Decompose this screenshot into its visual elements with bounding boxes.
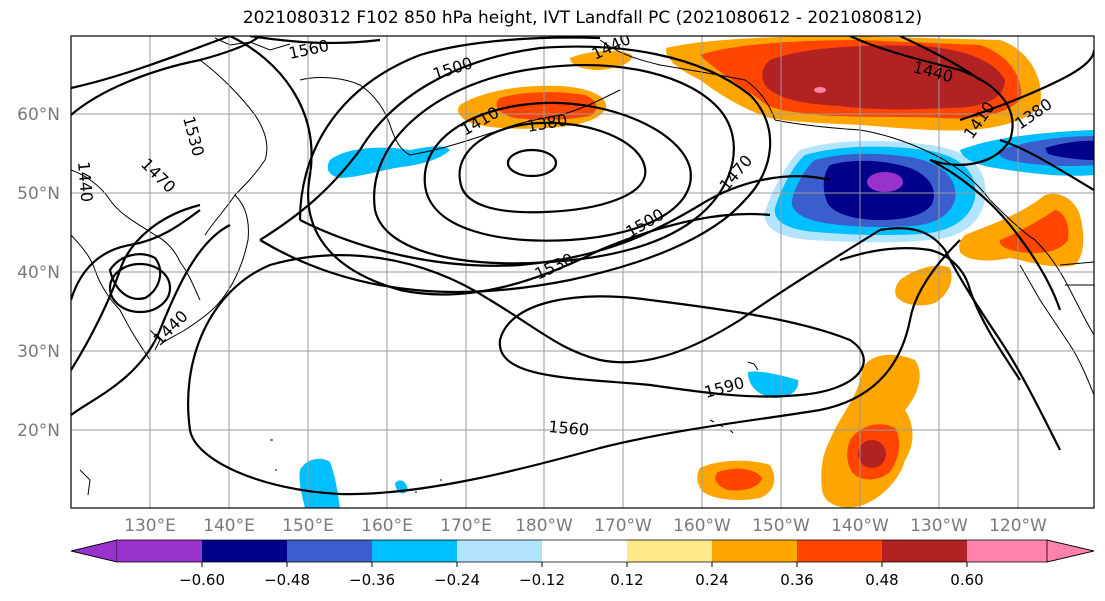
contour-1470-west [71,209,201,301]
height-contours [71,36,1094,496]
ivt-philippine-cyan [299,458,340,508]
lon-label: 170°E [440,516,492,536]
colorbar-segment [542,540,627,562]
colorbar-segment [882,540,967,562]
contour-1470-east [929,138,1094,311]
colorbar-extend-low [70,539,118,563]
colorbar-segment [967,540,1047,562]
contour-1530-south [71,224,231,416]
map-frame [70,35,1095,509]
lon-label: 140°E [203,516,255,536]
lon-label: 130°W [910,516,968,536]
ivt-okhotsk-cyan [327,146,450,178]
ivt-subtropic-red [715,468,762,491]
colorbar-tick-label: −0.12 [519,571,565,589]
contour-1440-west [108,262,172,314]
contour-1530 [71,36,771,296]
colorbar-ticks [201,562,968,567]
contour-label: 1560 [548,417,590,439]
contour-1440-north [373,64,735,265]
colorbar-segment [287,540,372,562]
lon-label: 160°E [361,516,413,536]
lon-label: 160°W [673,516,731,536]
lon-label: 120°W [989,516,1047,536]
colorbar-tick-label: 0.60 [950,571,983,589]
lat-label-30n: 30°N [17,342,60,362]
contour-1380-low [458,121,647,214]
contour-1380-east [959,49,1094,122]
ivt-hawaii-west-cyan [748,371,799,398]
lat-label-20n: 20°N [17,421,60,441]
colorbar-tick-label: 0.48 [865,571,898,589]
ivt-alaska-pink [814,87,826,93]
colorbar-tick-label: −0.36 [349,571,395,589]
contour-1440-east [899,36,981,81]
contour-low-center [506,148,558,178]
ivt-pnw-red [999,210,1069,254]
contour-1500 [298,36,601,221]
colorbar-tick-label: −0.48 [264,571,310,589]
colorbar-tick-label: −0.60 [179,571,225,589]
colorbar-segment [202,540,287,562]
graticule [71,36,1094,508]
contour-1560-north [71,36,381,116]
ivt-kamchatka-red [496,92,597,120]
lon-label: 140°W [831,516,889,536]
ivt-alaska-yukon-darkred [762,45,1005,110]
colorbar-segment [627,540,712,562]
lat-label-60n: 60°N [17,105,60,125]
ivt-gulf-alaska-purple [867,172,903,192]
latitude-labels: 60°N 50°N 40°N 30°N 20°N [17,105,60,441]
map-title: 2021080312 F102 850 hPa height, IVT Land… [242,8,923,28]
colorbar-tick-label: 0.36 [780,571,813,589]
colorbar-segment [797,540,882,562]
colorbar-tick-label: 0.24 [695,571,728,589]
colorbar-tick-label: −0.24 [434,571,480,589]
lon-label: 150°W [752,516,810,536]
contour-1410-east [849,36,1014,166]
contour-1410-low [423,101,692,242]
contour-1560-south [188,239,961,496]
contour-label: 1440 [74,161,96,203]
lon-label: 150°E [282,516,334,536]
colorbar-outline [70,539,1095,563]
coastlines [71,37,1094,396]
lon-label: 180°W [515,516,573,536]
lon-label: 170°W [594,516,652,536]
longitude-labels: 130°E 140°E 150°E 160°E 170°E 180°W 170°… [124,516,1047,536]
colorbar-segment [457,540,542,562]
lat-label-40n: 40°N [17,263,60,283]
lon-label: 130°E [124,516,176,536]
contour-1530-east [879,227,1061,451]
colorbar-segment [712,540,797,562]
ivt-canada-navy [1045,140,1094,160]
colorbar-tick-label: 0.12 [610,571,643,589]
contour-west-inner [108,253,162,300]
colorbar-extend-high [1046,539,1095,563]
colorbar-segment [117,540,202,562]
lat-label-50n: 50°N [17,184,60,204]
colorbar-tick-labels: −0.60 −0.48 −0.36 −0.24 −0.12 0.12 0.24 … [179,571,984,589]
colorbar-segment [372,540,457,562]
contour-1500-east [839,246,1021,381]
ivt-negative-anomalies [299,130,1094,508]
contour-1470 [259,45,772,294]
colorbar: −0.60 −0.48 −0.36 −0.24 −0.12 0.12 0.24 … [70,539,1095,589]
ivt-hawaii-east-darkred [858,440,886,468]
contour-1590 [498,295,865,398]
